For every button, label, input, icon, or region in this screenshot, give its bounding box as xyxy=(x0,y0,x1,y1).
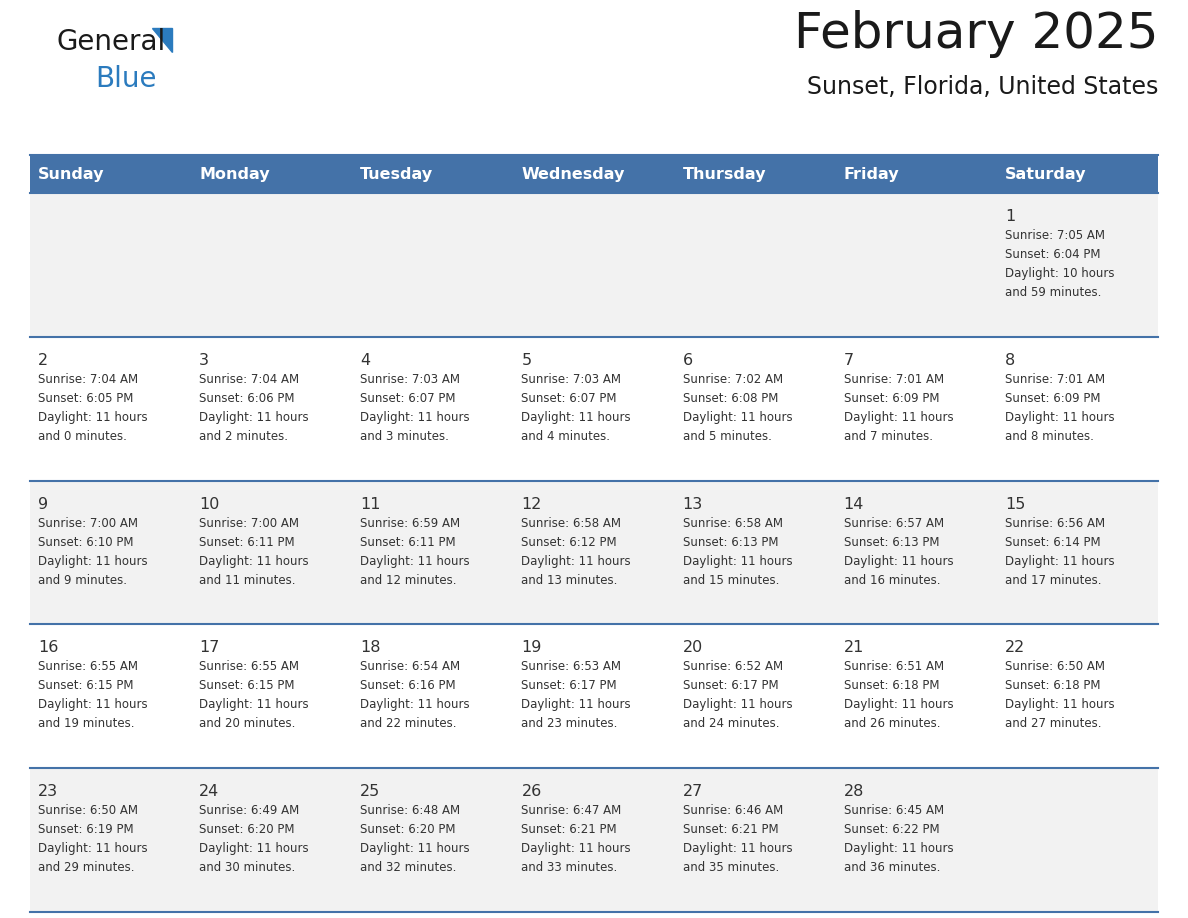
Text: 17: 17 xyxy=(200,641,220,655)
Text: Sunrise: 7:03 AM
Sunset: 6:07 PM
Daylight: 11 hours
and 4 minutes.: Sunrise: 7:03 AM Sunset: 6:07 PM Dayligh… xyxy=(522,373,631,442)
Text: 3: 3 xyxy=(200,353,209,368)
Text: 27: 27 xyxy=(683,784,703,800)
Text: Blue: Blue xyxy=(95,65,157,93)
Text: Sunrise: 6:50 AM
Sunset: 6:18 PM
Daylight: 11 hours
and 27 minutes.: Sunrise: 6:50 AM Sunset: 6:18 PM Dayligh… xyxy=(1005,660,1114,731)
Text: 13: 13 xyxy=(683,497,703,511)
Text: General: General xyxy=(57,28,166,56)
Text: 11: 11 xyxy=(360,497,381,511)
Text: Sunrise: 6:57 AM
Sunset: 6:13 PM
Daylight: 11 hours
and 16 minutes.: Sunrise: 6:57 AM Sunset: 6:13 PM Dayligh… xyxy=(843,517,953,587)
Text: 18: 18 xyxy=(360,641,381,655)
Text: 12: 12 xyxy=(522,497,542,511)
Text: Sunrise: 6:56 AM
Sunset: 6:14 PM
Daylight: 11 hours
and 17 minutes.: Sunrise: 6:56 AM Sunset: 6:14 PM Dayligh… xyxy=(1005,517,1114,587)
Text: Sunrise: 6:49 AM
Sunset: 6:20 PM
Daylight: 11 hours
and 30 minutes.: Sunrise: 6:49 AM Sunset: 6:20 PM Dayligh… xyxy=(200,804,309,874)
Text: Sunrise: 6:54 AM
Sunset: 6:16 PM
Daylight: 11 hours
and 22 minutes.: Sunrise: 6:54 AM Sunset: 6:16 PM Dayligh… xyxy=(360,660,470,731)
Text: 15: 15 xyxy=(1005,497,1025,511)
Text: 4: 4 xyxy=(360,353,371,368)
Text: Saturday: Saturday xyxy=(1005,166,1086,182)
Text: 19: 19 xyxy=(522,641,542,655)
Bar xyxy=(30,193,1158,337)
Text: 9: 9 xyxy=(38,497,49,511)
Text: Sunrise: 6:58 AM
Sunset: 6:12 PM
Daylight: 11 hours
and 13 minutes.: Sunrise: 6:58 AM Sunset: 6:12 PM Dayligh… xyxy=(522,517,631,587)
Text: Sunrise: 6:50 AM
Sunset: 6:19 PM
Daylight: 11 hours
and 29 minutes.: Sunrise: 6:50 AM Sunset: 6:19 PM Dayligh… xyxy=(38,804,147,874)
Text: Sunset, Florida, United States: Sunset, Florida, United States xyxy=(807,75,1158,99)
Text: 1: 1 xyxy=(1005,209,1015,224)
Text: Sunrise: 7:02 AM
Sunset: 6:08 PM
Daylight: 11 hours
and 5 minutes.: Sunrise: 7:02 AM Sunset: 6:08 PM Dayligh… xyxy=(683,373,792,442)
Text: Sunrise: 6:59 AM
Sunset: 6:11 PM
Daylight: 11 hours
and 12 minutes.: Sunrise: 6:59 AM Sunset: 6:11 PM Dayligh… xyxy=(360,517,470,587)
Text: 24: 24 xyxy=(200,784,220,800)
Text: Thursday: Thursday xyxy=(683,166,766,182)
Text: Sunrise: 7:04 AM
Sunset: 6:05 PM
Daylight: 11 hours
and 0 minutes.: Sunrise: 7:04 AM Sunset: 6:05 PM Dayligh… xyxy=(38,373,147,442)
Text: Sunrise: 6:55 AM
Sunset: 6:15 PM
Daylight: 11 hours
and 20 minutes.: Sunrise: 6:55 AM Sunset: 6:15 PM Dayligh… xyxy=(200,660,309,731)
Text: Sunday: Sunday xyxy=(38,166,105,182)
Text: Sunrise: 6:53 AM
Sunset: 6:17 PM
Daylight: 11 hours
and 23 minutes.: Sunrise: 6:53 AM Sunset: 6:17 PM Dayligh… xyxy=(522,660,631,731)
Text: Sunrise: 6:58 AM
Sunset: 6:13 PM
Daylight: 11 hours
and 15 minutes.: Sunrise: 6:58 AM Sunset: 6:13 PM Dayligh… xyxy=(683,517,792,587)
Text: 14: 14 xyxy=(843,497,864,511)
Text: Sunrise: 6:55 AM
Sunset: 6:15 PM
Daylight: 11 hours
and 19 minutes.: Sunrise: 6:55 AM Sunset: 6:15 PM Dayligh… xyxy=(38,660,147,731)
Text: Sunrise: 7:00 AM
Sunset: 6:10 PM
Daylight: 11 hours
and 9 minutes.: Sunrise: 7:00 AM Sunset: 6:10 PM Dayligh… xyxy=(38,517,147,587)
Text: 25: 25 xyxy=(360,784,380,800)
Text: 16: 16 xyxy=(38,641,58,655)
Bar xyxy=(30,481,1158,624)
Text: Friday: Friday xyxy=(843,166,899,182)
Text: Sunrise: 7:05 AM
Sunset: 6:04 PM
Daylight: 10 hours
and 59 minutes.: Sunrise: 7:05 AM Sunset: 6:04 PM Dayligh… xyxy=(1005,229,1114,299)
Text: 28: 28 xyxy=(843,784,864,800)
Bar xyxy=(30,768,1158,912)
Text: 2: 2 xyxy=(38,353,49,368)
Text: Sunrise: 6:47 AM
Sunset: 6:21 PM
Daylight: 11 hours
and 33 minutes.: Sunrise: 6:47 AM Sunset: 6:21 PM Dayligh… xyxy=(522,804,631,874)
Text: February 2025: February 2025 xyxy=(794,10,1158,58)
Text: Sunrise: 7:03 AM
Sunset: 6:07 PM
Daylight: 11 hours
and 3 minutes.: Sunrise: 7:03 AM Sunset: 6:07 PM Dayligh… xyxy=(360,373,470,442)
Text: Tuesday: Tuesday xyxy=(360,166,434,182)
Text: Sunrise: 6:51 AM
Sunset: 6:18 PM
Daylight: 11 hours
and 26 minutes.: Sunrise: 6:51 AM Sunset: 6:18 PM Dayligh… xyxy=(843,660,953,731)
Text: 22: 22 xyxy=(1005,641,1025,655)
Polygon shape xyxy=(152,28,172,52)
Text: Sunrise: 7:00 AM
Sunset: 6:11 PM
Daylight: 11 hours
and 11 minutes.: Sunrise: 7:00 AM Sunset: 6:11 PM Dayligh… xyxy=(200,517,309,587)
Bar xyxy=(30,155,1158,193)
Text: Sunrise: 7:01 AM
Sunset: 6:09 PM
Daylight: 11 hours
and 8 minutes.: Sunrise: 7:01 AM Sunset: 6:09 PM Dayligh… xyxy=(1005,373,1114,442)
Text: 26: 26 xyxy=(522,784,542,800)
Text: 20: 20 xyxy=(683,641,703,655)
Text: Wednesday: Wednesday xyxy=(522,166,625,182)
Text: Sunrise: 6:52 AM
Sunset: 6:17 PM
Daylight: 11 hours
and 24 minutes.: Sunrise: 6:52 AM Sunset: 6:17 PM Dayligh… xyxy=(683,660,792,731)
Text: 8: 8 xyxy=(1005,353,1015,368)
Text: Sunrise: 6:48 AM
Sunset: 6:20 PM
Daylight: 11 hours
and 32 minutes.: Sunrise: 6:48 AM Sunset: 6:20 PM Dayligh… xyxy=(360,804,470,874)
Text: 7: 7 xyxy=(843,353,854,368)
Text: 5: 5 xyxy=(522,353,531,368)
Bar xyxy=(30,337,1158,481)
Text: 23: 23 xyxy=(38,784,58,800)
Text: Sunrise: 7:01 AM
Sunset: 6:09 PM
Daylight: 11 hours
and 7 minutes.: Sunrise: 7:01 AM Sunset: 6:09 PM Dayligh… xyxy=(843,373,953,442)
Text: 10: 10 xyxy=(200,497,220,511)
Bar xyxy=(30,624,1158,768)
Text: 6: 6 xyxy=(683,353,693,368)
Text: Sunrise: 7:04 AM
Sunset: 6:06 PM
Daylight: 11 hours
and 2 minutes.: Sunrise: 7:04 AM Sunset: 6:06 PM Dayligh… xyxy=(200,373,309,442)
Text: Sunrise: 6:46 AM
Sunset: 6:21 PM
Daylight: 11 hours
and 35 minutes.: Sunrise: 6:46 AM Sunset: 6:21 PM Dayligh… xyxy=(683,804,792,874)
Text: 21: 21 xyxy=(843,641,864,655)
Text: Sunrise: 6:45 AM
Sunset: 6:22 PM
Daylight: 11 hours
and 36 minutes.: Sunrise: 6:45 AM Sunset: 6:22 PM Dayligh… xyxy=(843,804,953,874)
Text: Monday: Monday xyxy=(200,166,270,182)
